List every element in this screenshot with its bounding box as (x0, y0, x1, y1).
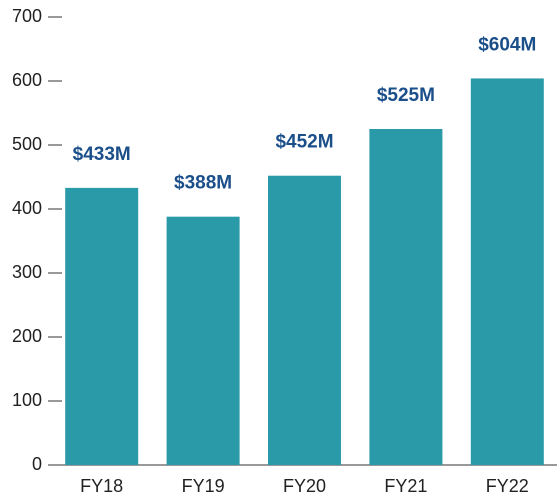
value-label: $525M (377, 85, 435, 106)
y-tick-label: 600 (12, 70, 42, 90)
bar (166, 216, 240, 465)
y-tick-label: 200 (12, 326, 42, 346)
bar (470, 78, 544, 465)
x-tick-label: FY18 (80, 476, 123, 496)
x-tick-label: FY21 (384, 476, 427, 496)
x-tick-label: FY19 (182, 476, 225, 496)
value-label: $604M (478, 34, 536, 55)
x-tick-label: FY22 (486, 476, 529, 496)
bar (369, 129, 443, 465)
y-tick-label: 500 (12, 134, 42, 154)
y-tick-label: 100 (12, 390, 42, 410)
bar (268, 175, 341, 465)
value-label: $452M (275, 132, 333, 153)
y-tick-label: 400 (12, 198, 42, 218)
y-tick-label: 700 (12, 6, 42, 26)
y-tick-label: 0 (32, 454, 42, 474)
value-label: $388M (174, 173, 232, 194)
bar (65, 187, 139, 465)
value-label: $433M (73, 144, 131, 165)
y-tick-label: 300 (12, 262, 42, 282)
x-tick-label: FY20 (283, 476, 326, 496)
